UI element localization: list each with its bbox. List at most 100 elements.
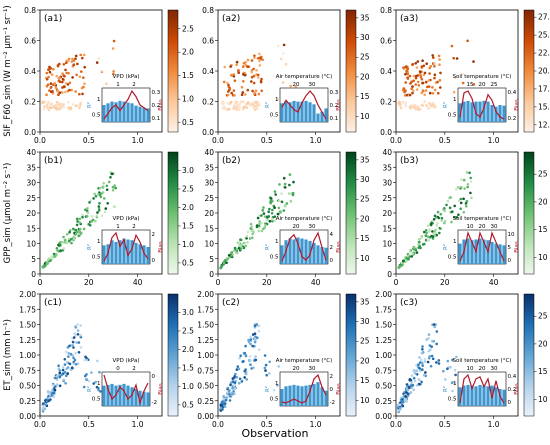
scatter-point (58, 369, 62, 373)
scatter-point (426, 85, 429, 89)
inset-right-label: Bias (158, 99, 164, 111)
scatter-point (246, 230, 250, 234)
inset-right-tick: 0.2 (152, 103, 161, 109)
scatter-point (72, 336, 76, 339)
y-tick-label: 0.8 (202, 6, 214, 15)
scatter-point (257, 223, 261, 226)
scatter-point (239, 354, 242, 358)
scatter-point (242, 352, 246, 355)
inset-bar (312, 242, 316, 264)
scatter-point (408, 93, 412, 97)
scatter-point (46, 83, 50, 86)
scatter-point (77, 351, 81, 354)
scatter-point (413, 379, 417, 383)
inset-top-tick: 10 (467, 224, 474, 230)
inset-bar (122, 101, 126, 122)
inset-bar (146, 108, 150, 122)
y-tick-label: 0.2 (24, 98, 36, 107)
scatter-point (442, 208, 445, 211)
scatter-point (428, 91, 432, 95)
inset-bar (106, 384, 110, 406)
colorbar-tick-label: 2.0 (182, 48, 194, 57)
y-tick-label: 0.25 (375, 397, 392, 406)
scatter-point (279, 210, 282, 213)
colorbar-tick-label: 25.0 (538, 31, 550, 40)
scatter-point (240, 380, 244, 383)
scatter-point (229, 383, 232, 387)
scatter-point (72, 346, 75, 349)
y-axis-label: SIF_F60_sim (W m⁻² µm⁻¹ sr⁻¹) (3, 5, 13, 136)
scatter-point (82, 385, 86, 389)
inset-top-tick: 30 (309, 82, 316, 88)
scatter-point (227, 90, 230, 93)
scatter-point (443, 219, 447, 223)
inset-bar (284, 386, 288, 406)
scatter-point (253, 336, 256, 340)
scatter-point (431, 86, 434, 89)
inset-bar (110, 240, 114, 264)
colorbar-tick-label: 27.5 (538, 13, 550, 22)
scatter-point (42, 402, 45, 405)
scatter-point (426, 224, 430, 227)
scatter-point (454, 188, 458, 191)
y-tick-label: 5 (209, 255, 214, 264)
scatter-point (401, 88, 405, 92)
scatter-point (104, 207, 108, 210)
scatter-point (45, 93, 48, 96)
panel-c2: 0.000.250.500.751.001.251.501.752.000.0 0… (197, 290, 369, 429)
scatter-point (405, 383, 409, 386)
colorbar-tick-label: 1.5 (182, 221, 194, 230)
inset-title: VPD (kPa) (113, 216, 140, 222)
scatter-point (97, 57, 100, 60)
inset-bar (142, 107, 146, 122)
scatter-point (423, 100, 426, 103)
inset-bar (284, 101, 288, 122)
scatter-point (406, 388, 410, 392)
scatter-point (242, 105, 245, 109)
scatter-point (426, 360, 430, 364)
scatter-point (228, 393, 231, 396)
scatter-point (404, 103, 408, 107)
scatter-point (424, 80, 428, 84)
scatter-point (44, 264, 47, 268)
inset-title: Air temperature (°C) (276, 358, 333, 364)
scatter-point (288, 183, 291, 187)
scatter-point (227, 85, 231, 89)
scatter-point (71, 344, 75, 347)
scatter-point (48, 65, 51, 69)
scatter-point (86, 211, 90, 214)
inset-right-tick: 0.2 (330, 103, 339, 109)
scatter-point (90, 371, 93, 374)
scatter-point (111, 172, 114, 176)
scatter-point (109, 176, 112, 179)
scatter-point (247, 338, 250, 342)
scatter-point (260, 214, 263, 217)
scatter-point (58, 384, 62, 388)
scatter-point (68, 81, 72, 84)
inset-right-tick: 0.2 (508, 387, 517, 393)
inset-right-tick: 0.4 (508, 90, 517, 96)
colorbar (345, 293, 357, 417)
y-tick-label: 25 (204, 194, 214, 203)
scatter-point (232, 390, 235, 393)
scatter-point (465, 171, 469, 174)
scatter-point (244, 244, 248, 248)
scatter-point (427, 230, 431, 233)
scatter-point (431, 340, 434, 343)
scatter-point (267, 215, 271, 218)
scatter-point (235, 60, 239, 64)
scatter-point (415, 364, 418, 367)
panel-label: (b3) (400, 156, 418, 166)
scatter-point (249, 359, 252, 362)
scatter-point (420, 103, 424, 107)
inset-bar (134, 389, 138, 406)
inset-bar (110, 383, 114, 406)
scatter-point (462, 210, 466, 214)
scatter-point (260, 229, 264, 233)
scatter-point (397, 409, 400, 412)
x-tick-label: 0.0 (212, 420, 224, 429)
scatter-point (398, 100, 401, 104)
scatter-point (238, 377, 242, 381)
scatter-point (61, 86, 64, 89)
